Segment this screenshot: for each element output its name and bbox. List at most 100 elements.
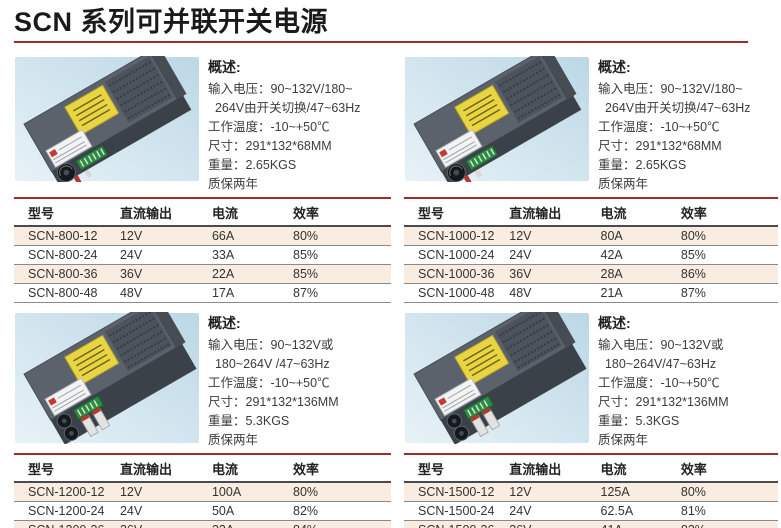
table-cell: 50A — [197, 501, 280, 521]
spec-input-voltage-cont: 180~264V /47~63Hz — [208, 357, 330, 371]
table-cell: 42A — [586, 245, 667, 265]
overview-heading: 概述: — [208, 59, 241, 75]
table-row: SCN-1200-24 24V 50A 82% — [14, 501, 391, 521]
product-section-scn-1200: 概述: 输入电压：90~132V或 180~264V /47~63Hz 工作温度… — [14, 312, 391, 528]
table-row: SCN-1500-3636V41A83% — [404, 520, 778, 528]
table-cell: SCN-800-48 — [14, 283, 106, 303]
spec-warranty: 质保两年 — [598, 177, 649, 191]
col-current: 电流 — [197, 454, 280, 483]
product-photo-scn-1200 — [14, 312, 200, 444]
table-cell: 22A — [197, 264, 280, 284]
table-cell: 87% — [279, 283, 391, 303]
table-cell: 36V — [495, 520, 587, 528]
col-efficiency: 效率 — [279, 454, 391, 483]
table-cell: SCN-1000-48 — [404, 283, 496, 303]
spec-operating-temp: 工作温度：-10~+50℃ — [208, 120, 330, 134]
product-photo-scn-1500 — [404, 312, 590, 444]
table-row: SCN-1000-12 12V 80A 80% — [404, 226, 778, 246]
table-cell: SCN-1500-12 — [404, 482, 496, 502]
table-row: SCN-800-12 12V 66A 80% — [14, 226, 391, 246]
table-cell: 82% — [279, 501, 391, 521]
col-current: 电流 — [197, 198, 280, 227]
table-row: SCN-1500-12 12V 125A 80% — [404, 482, 778, 502]
spec-input-voltage-cont: 264V由开关切换/47~63Hz — [208, 101, 361, 115]
table-cell: 24V — [495, 245, 587, 265]
table-cell: 33A — [197, 245, 280, 265]
table-cell: 36V — [495, 264, 587, 284]
table-row: SCN-1500-24 24V 62.5A 81% — [404, 501, 778, 521]
table-cell: 83% — [666, 520, 778, 528]
table-cell: SCN-800-12 — [14, 226, 106, 246]
spec-operating-temp: 工作温度：-10~+50℃ — [598, 376, 720, 390]
col-dc-output: 直流输出 — [105, 198, 198, 227]
table-cell: 36V — [105, 520, 198, 528]
product-grid: 概述: 输入电压：90~132V/180~ 264V由开关切换/47~63Hz … — [14, 56, 781, 528]
table-row: SCN-800-36 36V 22A 85% — [14, 264, 391, 284]
model-table-scn-1000: 型号 直流输出 电流 效率 SCN-1000-12 12V 80A 80% SCN-10… — [404, 197, 778, 303]
table-row: SCN-1000-36 36V 28A 86% — [404, 264, 778, 284]
spec-dimensions: 尺寸：291*132*136MM — [598, 395, 729, 409]
spec-warranty: 质保两年 — [598, 433, 649, 447]
overview-scn-1500: 概述: 输入电压：90~132V或 180~264V/47~63Hz 工作温度：… — [598, 312, 778, 450]
table-cell: 28A — [586, 264, 667, 284]
table-cell: 36V — [105, 264, 198, 284]
spec-dimensions: 尺寸：291*132*68MM — [598, 139, 722, 153]
spec-operating-temp: 工作温度：-10~+50℃ — [208, 376, 330, 390]
table-cell: 84% — [279, 520, 391, 528]
table-row: SCN-1000-48 48V 21A 87% — [404, 283, 778, 303]
overview-scn-1000: 概述: 输入电压：90~132V/180~ 264V由开关切换/47~63Hz … — [598, 56, 778, 194]
model-table-scn-800: 型号 直流输出 电流 效率 SCN-800-12 12V 66A 80% SCN-800… — [14, 197, 391, 303]
table-cell: SCN-800-36 — [14, 264, 106, 284]
table-cell: 85% — [666, 245, 778, 265]
model-table-scn-1200: 型号 直流输出 电流 效率 SCN-1200-12 12V 100A 80% SCN-1… — [14, 453, 391, 528]
table-cell: 80% — [666, 482, 778, 502]
spec-input-voltage: 输入电压：90~132V/180~ — [598, 82, 743, 96]
col-efficiency: 效率 — [666, 454, 778, 483]
table-row: SCN-800-24 24V 33A 85% — [14, 245, 391, 265]
table-cell: SCN-1000-24 — [404, 245, 496, 265]
product-photo-scn-1000 — [404, 56, 590, 182]
spec-dimensions: 尺寸：291*132*68MM — [208, 139, 332, 153]
table-header-row: 型号 直流输出 电流 效率 — [14, 454, 391, 483]
col-dc-output: 直流输出 — [495, 198, 587, 227]
table-cell: 66A — [197, 226, 280, 246]
spec-weight: 重量：5.3KGS — [598, 414, 680, 428]
overview-heading: 概述: — [598, 59, 631, 75]
table-cell: 87% — [666, 283, 778, 303]
table-row: SCN-1200-12 12V 100A 80% — [14, 482, 391, 502]
spec-operating-temp: 工作温度：-10~+50℃ — [598, 120, 720, 134]
spec-input-voltage: 输入电压：90~132V/180~ — [208, 82, 353, 96]
col-model: 型号 — [14, 198, 106, 227]
col-model: 型号 — [14, 454, 106, 483]
spec-weight: 重量：2.65KGS — [598, 158, 687, 172]
overview-scn-1200: 概述: 输入电压：90~132V或 180~264V /47~63Hz 工作温度… — [208, 312, 391, 450]
col-dc-output: 直流输出 — [495, 454, 587, 483]
spec-weight: 重量：2.65KGS — [208, 158, 297, 172]
col-efficiency: 效率 — [666, 198, 778, 227]
product-section-scn-800: 概述: 输入电压：90~132V/180~ 264V由开关切换/47~63Hz … — [14, 56, 391, 303]
table-cell: SCN-1500-24 — [404, 501, 496, 521]
table-cell: 80A — [586, 226, 667, 246]
table-cell: SCN-1500-36 — [404, 520, 496, 528]
table-cell: SCN-1200-12 — [14, 482, 106, 502]
table-cell: 21A — [586, 283, 667, 303]
spec-input-voltage: 输入电压：90~132V或 — [598, 338, 724, 352]
product-photo-scn-800 — [14, 56, 200, 182]
table-cell: 12V — [105, 482, 198, 502]
table-cell: 41A — [586, 520, 667, 528]
col-current: 电流 — [586, 198, 667, 227]
table-cell: 24V — [105, 245, 198, 265]
overview-scn-800: 概述: 输入电压：90~132V/180~ 264V由开关切换/47~63Hz … — [208, 56, 391, 194]
col-model: 型号 — [404, 198, 496, 227]
table-cell: SCN-1000-12 — [404, 226, 496, 246]
table-header-row: 型号 直流输出 电流 效率 — [404, 198, 778, 227]
spec-input-voltage: 输入电压：90~132V或 — [208, 338, 334, 352]
col-model: 型号 — [404, 454, 496, 483]
spec-dimensions: 尺寸：291*132*136MM — [208, 395, 339, 409]
table-row: SCN-1000-24 24V 42A 85% — [404, 245, 778, 265]
overview-heading: 概述: — [598, 315, 631, 331]
table-cell: 80% — [279, 226, 391, 246]
spec-warranty: 质保两年 — [208, 433, 259, 447]
table-cell: SCN-1200-36 — [14, 520, 106, 528]
